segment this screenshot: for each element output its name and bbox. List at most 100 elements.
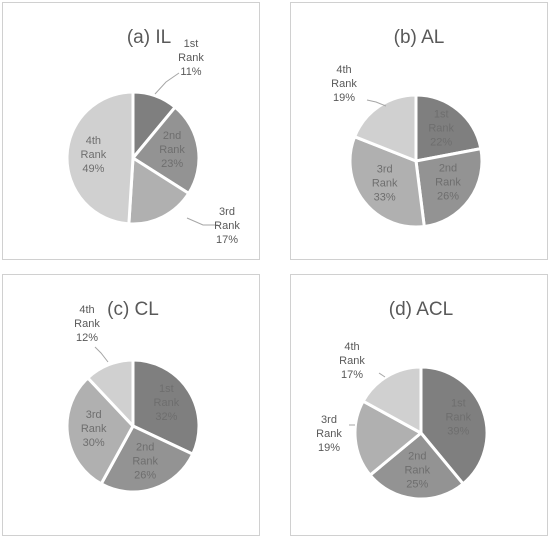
slice-label-line: 49% (82, 163, 104, 175)
slice-label-rank-3: 3rd Rank 33% (372, 163, 398, 203)
pie-slices (348, 93, 484, 229)
pie-slice-rank-4 (353, 93, 418, 163)
pie-slice-rank-2 (131, 105, 201, 195)
slice-label-line: Rank (214, 220, 240, 232)
slice-label-line: 3rd (219, 206, 235, 218)
slice-label-line: Rank (339, 355, 365, 367)
slice-label-rank-3: 3rd Rank 17% (214, 206, 240, 246)
pie-chart-il: (a) IL 1st Rank 11% 2nd Rank 23% 3rd Rank 17% 4th… (65, 27, 241, 246)
slice-label-rank-2: 2nd Rank 26% (435, 162, 461, 202)
chart-title: (d) ACL (389, 299, 453, 320)
slice-label-rank-4: 4th Rank 17% (339, 341, 365, 381)
slice-label-line: 1st (159, 383, 174, 395)
slice-label-rank-3: 3rd Rank 30% (81, 409, 107, 449)
pie-chart-al: (b) AL 1st Rank 22% 2nd Rank 26% 3rd Rank 33% 4th… (331, 27, 484, 229)
slice-label-line: 2nd (136, 442, 154, 454)
slice-label-line: Rank (445, 412, 471, 424)
slice-labels: 1st Rank 22% 2nd Rank 26% 3rd Rank 33% 4th Rank 19% (331, 64, 461, 203)
pie-slices (65, 358, 201, 494)
pie-panel-acl: (d) ACL 1st Rank 39% 2nd Rank 25% 3rd Rank 19% 4t… (290, 274, 548, 536)
leader-lines (154, 72, 218, 226)
slice-label-line: 2nd (408, 450, 426, 462)
pie-chart-cl: (c) CL 1st Rank 32% 2nd Rank 26% 3rd Rank 30% 4th… (65, 299, 201, 494)
slice-label-line: Rank (428, 123, 454, 135)
slice-label-rank-1: 1st Rank 11% (178, 38, 204, 78)
chart-title: (c) CL (107, 299, 159, 320)
slice-label-line: 4th (86, 135, 101, 147)
slice-label-line: 2nd (439, 162, 457, 174)
pie-slices (353, 365, 489, 501)
leader-line-rank-4 (366, 99, 387, 107)
slice-label-line: Rank (178, 52, 204, 64)
slice-label-line: 19% (318, 442, 340, 454)
pie-slice-rank-2 (368, 431, 465, 501)
pie-slices (65, 90, 201, 226)
slice-label-rank-3: 3rd Rank 19% (316, 414, 342, 454)
leader-lines (94, 346, 109, 363)
slice-label-line: Rank (331, 78, 357, 90)
leader-lines (366, 99, 387, 107)
pie-slice-rank-3 (65, 376, 135, 486)
chart-title: (a) IL (127, 27, 171, 48)
chart-title: (b) AL (394, 27, 445, 48)
slice-label-line: 17% (216, 234, 238, 246)
slice-label-line: 11% (180, 66, 201, 78)
slice-label-rank-2: 2nd Rank 26% (132, 442, 158, 482)
pie-slice-rank-2 (414, 147, 484, 228)
pie-panel-il: (a) IL 1st Rank 11% 2nd Rank 23% 3rd Rank 17% 4th… (2, 2, 260, 260)
pie-chart-acl: (d) ACL 1st Rank 39% 2nd Rank 25% 3rd Rank 19% 4t… (316, 299, 489, 501)
slice-labels: 1st Rank 32% 2nd Rank 26% 3rd Rank 30% 4th Rank 12% (74, 304, 180, 482)
pie-panel-al: (b) AL 1st Rank 22% 2nd Rank 26% 3rd Rank 33% 4th… (290, 2, 548, 260)
slice-label-line: Rank (372, 177, 398, 189)
slice-label-line: Rank (404, 464, 430, 476)
slice-label-rank-1: 1st Rank 39% (445, 398, 471, 438)
slice-label-rank-1: 1st Rank 22% (428, 109, 454, 149)
slice-label-rank-4: 4th Rank 49% (81, 135, 107, 175)
slice-label-line: 19% (333, 92, 355, 104)
slice-label-line: 22% (430, 137, 452, 149)
slice-labels: 1st Rank 11% 2nd Rank 23% 3rd Rank 17% 4th Rank 49% (81, 38, 241, 246)
slice-label-line: 30% (83, 437, 105, 449)
leader-line-rank-4 (94, 346, 109, 363)
slice-label-line: 3rd (377, 163, 393, 175)
pie-slice-rank-4 (86, 358, 135, 428)
slice-label-line: Rank (159, 144, 185, 156)
pie-slice-rank-3 (127, 156, 191, 226)
slice-label-line: Rank (316, 428, 342, 440)
pie-panel-cl: (c) CL 1st Rank 32% 2nd Rank 26% 3rd Rank 30% 4th… (2, 274, 260, 536)
slice-label-line: 3rd (321, 414, 337, 426)
slice-label-line: 25% (406, 478, 428, 490)
slice-label-line: 4th (344, 341, 359, 353)
slice-label-rank-2: 2nd Rank 25% (404, 450, 430, 490)
slice-label-line: 1st (184, 38, 199, 50)
slice-label-rank-1: 1st Rank 32% (154, 383, 180, 423)
pie-slice-rank-1 (131, 358, 201, 456)
slice-label-line: 1st (434, 109, 449, 121)
pie-slice-rank-3 (353, 399, 423, 477)
slice-label-line: 33% (374, 191, 396, 203)
pie-slice-rank-1 (419, 365, 489, 486)
slice-label-line: Rank (132, 456, 158, 468)
pie-slice-rank-4 (65, 90, 135, 226)
slice-label-line: Rank (81, 423, 107, 435)
slice-label-line: 17% (341, 369, 363, 381)
leader-lines (349, 372, 386, 426)
slice-label-line: 26% (437, 190, 459, 202)
slice-label-rank-4: 4th Rank 19% (331, 64, 357, 104)
pie-slice-rank-4 (361, 365, 423, 435)
slice-label-line: 3rd (86, 409, 102, 421)
slice-label-line: 32% (155, 411, 177, 423)
slice-label-line: Rank (435, 176, 461, 188)
leader-line-rank-1 (154, 72, 180, 95)
slice-label-line: 4th (79, 304, 94, 316)
slice-label-line: Rank (81, 149, 107, 161)
leader-line-rank-4 (378, 372, 386, 378)
leader-line-rank-3 (186, 217, 218, 226)
slice-labels: 1st Rank 39% 2nd Rank 25% 3rd Rank 19% 4th Rank 17% (316, 341, 471, 490)
slice-label-rank-4: 4th Rank 12% (74, 304, 100, 344)
slice-label-line: 4th (336, 64, 351, 76)
slice-label-line: 2nd (163, 130, 181, 142)
slice-label-line: 1st (451, 398, 466, 410)
slice-label-line: Rank (74, 318, 100, 330)
pie-slice-rank-1 (414, 93, 483, 163)
